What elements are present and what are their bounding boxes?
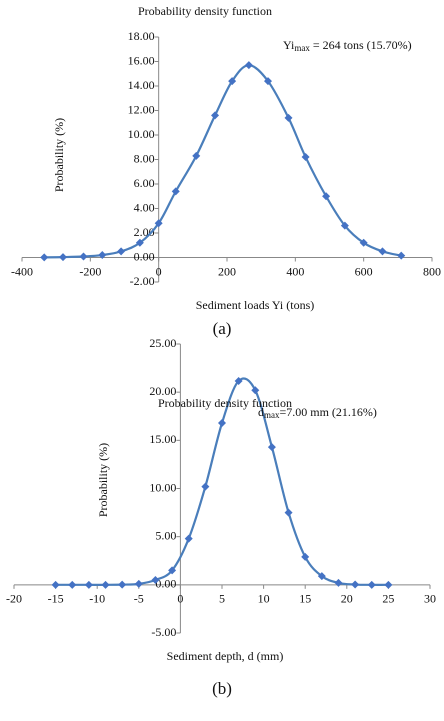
marker (184, 534, 193, 543)
marker (154, 219, 163, 228)
y-tick-label: 0.00 (155, 577, 176, 591)
marker (117, 247, 126, 256)
annotation-subscript: max (264, 410, 280, 420)
x-axis-label: Sediment depth, d (mm) (167, 649, 284, 663)
marker (79, 252, 88, 261)
marker (334, 578, 343, 587)
marker (367, 580, 376, 589)
x-tick-label: -10 (89, 592, 105, 606)
marker (301, 153, 310, 162)
marker (192, 151, 201, 160)
x-tick-label: 10 (258, 592, 270, 606)
x-tick-label: -5 (134, 592, 144, 606)
annotation-base: d (258, 405, 264, 419)
marker (384, 580, 393, 589)
y-tick-label: 16.00 (128, 53, 155, 67)
marker (359, 238, 368, 247)
marker (135, 238, 144, 247)
marker (59, 253, 67, 262)
annotation-subscript: max (294, 43, 310, 53)
x-tick-label: 15 (299, 592, 311, 606)
marker (201, 482, 210, 491)
caption: (b) (212, 679, 232, 698)
marker (168, 566, 177, 575)
annotation-text: = 264 tons (15.70%) (310, 38, 412, 52)
x-tick-label: -15 (48, 592, 64, 606)
x-tick-label: 30 (424, 592, 436, 606)
marker (251, 386, 260, 395)
marker (340, 221, 349, 230)
marker (51, 580, 60, 589)
marker (171, 187, 180, 196)
y-tick-label: 10.00 (149, 480, 176, 494)
x-tick-label: 0 (177, 592, 183, 606)
marker (118, 580, 127, 589)
y-tick-label: 6.00 (134, 176, 155, 190)
y-axis-label: Probability (%) (96, 443, 110, 517)
x-tick-label: 400 (286, 264, 304, 278)
chart-title: Probability density function (158, 396, 292, 410)
marker (40, 253, 49, 262)
x-tick-label: -200 (79, 264, 101, 278)
marker (317, 572, 326, 581)
marker (151, 576, 160, 585)
y-tick-label: 12.00 (128, 102, 155, 116)
marker (284, 113, 293, 122)
x-tick-label: 25 (382, 592, 394, 606)
y-tick-label: 14.00 (128, 78, 155, 92)
y-tick-label: 4.00 (134, 200, 155, 214)
annotation-base: Yi (283, 38, 295, 52)
marker (264, 77, 272, 86)
marker (211, 111, 220, 120)
y-tick-label: 0.00 (134, 249, 155, 263)
y-tick-label: 20.00 (149, 384, 176, 398)
marker (234, 376, 243, 385)
marker (68, 580, 77, 589)
y-tick-label: -5.00 (151, 625, 176, 639)
y-tick-label: 15.00 (149, 432, 176, 446)
marker (284, 508, 293, 517)
y-tick-label: 25.00 (149, 336, 176, 350)
marker (228, 77, 237, 86)
y-axis-label: Probability (%) (52, 118, 66, 192)
marker (101, 580, 110, 589)
marker (378, 247, 387, 256)
marker (218, 418, 226, 427)
annotation: dmax=7.00 mm (21.16%) (258, 405, 377, 420)
x-tick-label: 5 (219, 592, 225, 606)
chart-title: Probability density function (138, 4, 272, 18)
series-line (44, 64, 402, 259)
x-tick-label: 0 (156, 264, 162, 278)
x-tick-label: 20 (341, 592, 353, 606)
y-tick-label: 5.00 (155, 528, 176, 542)
x-axis-label: Sediment loads Yi (tons) (196, 298, 315, 312)
y-tick-label: -2.00 (130, 274, 155, 288)
annotation-text: =7.00 mm (21.16%) (280, 405, 377, 419)
x-tick-label: -400 (11, 264, 33, 278)
marker (244, 61, 253, 70)
marker (351, 580, 360, 589)
x-tick-label: -20 (6, 592, 22, 606)
marker (267, 443, 276, 452)
y-tick-label: 10.00 (128, 127, 155, 141)
annotation: Yimax = 264 tons (15.70%) (283, 38, 412, 53)
x-tick-label: 600 (355, 264, 373, 278)
x-tick-label: 200 (218, 264, 236, 278)
y-tick-label: 18.00 (128, 29, 155, 43)
marker (84, 580, 93, 589)
marker (98, 251, 107, 260)
marker (301, 552, 310, 561)
y-tick-label: 8.00 (134, 151, 155, 165)
marker (322, 192, 331, 201)
marker (134, 579, 143, 588)
x-tick-label: 800 (423, 264, 441, 278)
marker (397, 251, 406, 260)
caption: (a) (213, 319, 232, 338)
